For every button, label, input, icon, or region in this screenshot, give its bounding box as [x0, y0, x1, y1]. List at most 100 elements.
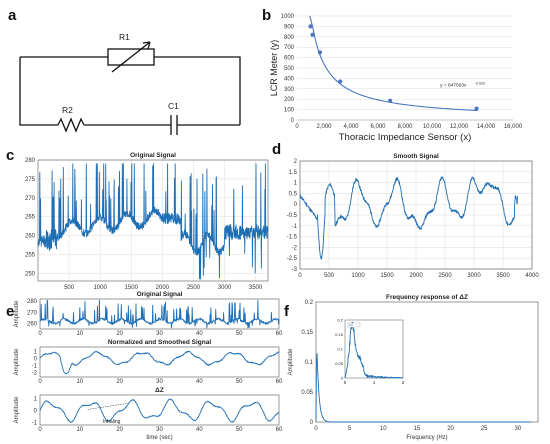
x-tick-label: 25 — [481, 426, 488, 432]
y-tick-label: -2.5 — [287, 256, 298, 262]
y-axis-label: Amplitude — [14, 396, 20, 423]
fit-equation-label: y = 647503x — [440, 83, 467, 89]
label-c1: C1 — [168, 101, 179, 111]
x-tick-label: 2500 — [438, 273, 452, 279]
panel-letter-e: e — [6, 303, 14, 320]
x-tick-label: 1500 — [125, 285, 139, 291]
y-tick-label: 280 — [25, 158, 36, 164]
chart-title: Frequency response of ΔZ — [386, 294, 468, 301]
x-tick-label: 30 — [156, 331, 163, 337]
x-tick-label: 10 — [76, 379, 83, 385]
data-point — [308, 24, 313, 29]
inset-x-tick-label: 2 — [402, 380, 405, 385]
y-tick-label: 0.5 — [289, 191, 298, 197]
fit-curve — [309, 15, 478, 112]
y-tick-label: -2 — [32, 371, 38, 377]
data-point — [388, 98, 393, 103]
fit-equation-exponent: -0.933 — [475, 82, 485, 86]
x-tick-label: 2,000 — [316, 124, 332, 130]
x-tick-label: 10,000 — [423, 124, 442, 130]
x-tick-label: 20 — [447, 426, 454, 432]
y-tick-label: 1 — [34, 397, 38, 403]
inset-y-tick-label: 0.05 — [335, 361, 344, 366]
chart-title: Smooth Signal — [393, 153, 439, 160]
y-axis-label: Amplitude — [288, 348, 294, 375]
x-tick-label: 10 — [76, 331, 83, 337]
data-point — [317, 50, 323, 55]
inset-y-tick-label: 0.15 — [335, 332, 344, 337]
y-tick-label: 0 — [291, 118, 295, 124]
panel-letter-f: f — [284, 303, 290, 320]
y-tick-label: 255 — [25, 253, 36, 259]
x-tick-label: 4000 — [525, 273, 539, 279]
y-tick-label: -3 — [292, 267, 298, 273]
chart-title: Normalized and Smoothed Signal — [108, 339, 211, 346]
x-tick-label: 2000 — [156, 285, 170, 291]
x-tick-label: 3500 — [496, 273, 510, 279]
y-tick-label: 300 — [284, 87, 295, 93]
y-tick-label: -1.5 — [287, 235, 298, 241]
y-tick-label: 275 — [25, 177, 36, 183]
y-tick-label: 1 — [34, 349, 38, 355]
x-tick-label: 0 — [38, 331, 42, 337]
x-tick-label: 60 — [276, 379, 283, 385]
frequency-response-line — [315, 353, 532, 423]
x-tick-label: 16,000 — [504, 124, 523, 130]
y-tick-label: 265 — [25, 215, 36, 221]
x-tick-label: 30 — [514, 426, 521, 432]
y-tick-label: 270 — [27, 310, 38, 316]
inhaling-marker-line — [87, 403, 128, 410]
inset-frame — [344, 319, 404, 379]
y-tick-label: 260 — [27, 321, 38, 327]
chart-panel-b: 0 100 200 300 400 500 600 700 800 900 1000 0 2,000 4,… — [269, 14, 523, 143]
x-tick-label: 10 — [380, 426, 387, 432]
inset-frequency-line — [344, 321, 404, 379]
signal-line — [39, 299, 280, 329]
circuit-top-wire-right — [154, 56, 241, 125]
x-axis-label: time (sec) — [146, 435, 172, 441]
x-tick-label: 60 — [276, 427, 283, 433]
x-tick-label: 60 — [276, 331, 283, 337]
x-tick-label: 30 — [156, 427, 163, 433]
x-tick-label: 40 — [196, 427, 203, 433]
y-tick-label: 200 — [284, 97, 295, 103]
data-point — [338, 79, 343, 84]
inset-y-tick-label: 0.1 — [337, 347, 343, 352]
capacitor-c1 — [170, 115, 178, 135]
panel-letter-c: c — [6, 147, 14, 164]
x-tick-label: 20 — [116, 379, 123, 385]
signal-line — [39, 398, 280, 423]
y-tick-label: 270 — [25, 196, 36, 202]
x-tick-label: 6,000 — [370, 124, 386, 130]
y-tick-label: 2 — [294, 159, 298, 165]
y-tick-label: 250 — [25, 271, 36, 277]
y-tick-label: 0 — [310, 420, 314, 426]
y-tick-label: 100 — [284, 108, 295, 114]
x-tick-label: 1500 — [380, 273, 394, 279]
signal-line — [37, 163, 269, 280]
x-tick-label: 50 — [236, 427, 243, 433]
y-tick-label: 0.15 — [301, 330, 313, 336]
x-tick-label: 0 — [314, 426, 318, 432]
x-tick-label: 20 — [116, 427, 123, 433]
chart-panel-d: 0 500 1000 1500 2000 2500 3000 3500 4000 -3 -2.5 -2… — [287, 153, 540, 279]
variable-resistor-arrow — [111, 41, 151, 73]
x-tick-label: 3000 — [218, 285, 232, 291]
x-tick-label: 0 — [298, 273, 302, 279]
x-tick-label: 2500 — [187, 285, 201, 291]
x-tick-label: 3000 — [467, 273, 481, 279]
x-tick-label: 15 — [414, 426, 421, 432]
x-axis-label: Thoracic Impedance Sensor (x) — [339, 132, 472, 143]
plot-frame — [299, 160, 533, 270]
data-point — [474, 106, 479, 111]
panel-letter-b: b — [262, 7, 271, 24]
y-tick-label: 0 — [294, 202, 298, 208]
x-tick-label: 12,000 — [450, 124, 469, 130]
y-tick-label: 800 — [284, 35, 295, 41]
plot-frame — [39, 346, 280, 378]
y-axis-label: LCR Meter (y) — [269, 40, 279, 97]
